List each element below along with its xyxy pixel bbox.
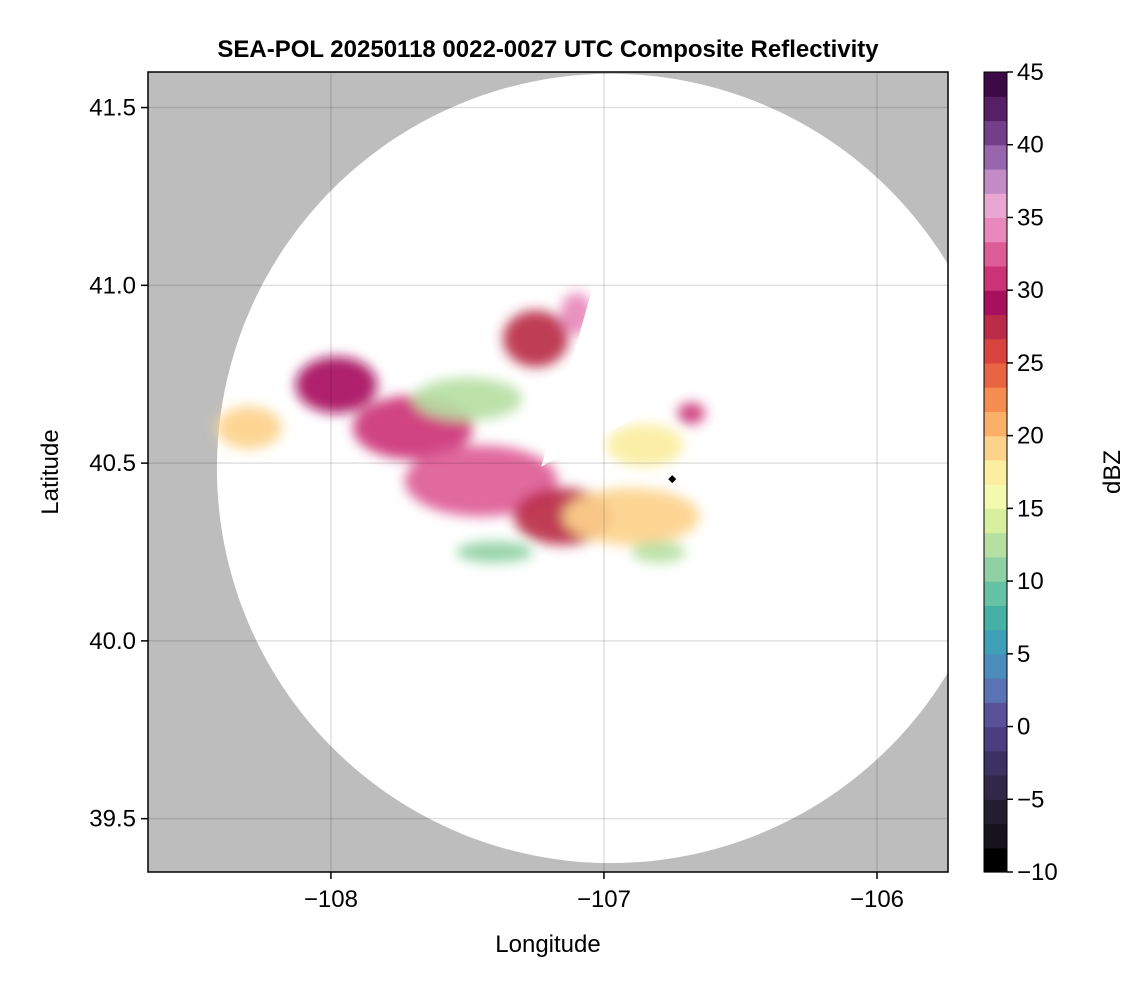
colorbar-segment [984,168,1007,194]
colorbar-tick-label: 20 [1017,423,1044,450]
colorbar-segment [984,532,1007,558]
colorbar: −10 −5 0 5 10 15 20 25 30 35 40 45 [983,59,1058,886]
colorbar-segment [984,338,1007,364]
colorbar-segment [984,629,1007,655]
colorbar-segment [984,265,1007,291]
echo-cell [412,377,523,421]
colorbar-segment [984,314,1007,340]
reflectivity-echo-field [216,292,705,563]
echo-cell [216,406,282,449]
y-axis: 39.5 40.0 40.5 41.0 41.5 [89,95,148,833]
echo-cell [295,356,378,414]
colorbar-tick-label: 5 [1017,641,1030,668]
colorbar-segment [984,823,1007,849]
colorbar-segment [984,217,1007,243]
colorbar-segment [984,435,1007,461]
x-tick-label: −108 [304,886,358,913]
echo-cell [456,541,533,563]
colorbar-segment [984,411,1007,437]
y-tick-label: 40.5 [89,450,136,477]
echo-cell [404,445,558,517]
colorbar-frame [983,71,1008,873]
colorbar-tick-label: 30 [1017,277,1044,304]
plot-frame [147,71,949,873]
colorbar-segment [984,581,1007,606]
colorbar-segment [984,678,1007,703]
colorbar-segment [984,241,1007,267]
colorbar-segment [984,508,1007,534]
colorbar-segment [984,459,1007,485]
colorbar-segment [984,144,1007,170]
colorbar-tick-label: 25 [1017,350,1044,377]
y-tick-label: 41.5 [89,95,136,122]
colorbar-segment [984,362,1007,388]
colorbar-segment [984,484,1007,509]
colorbar-segment [984,96,1007,122]
y-tick-label: 40.0 [89,628,136,655]
x-axis: −108 −107 −106 [304,872,904,913]
beam-blockage-wedge [541,267,700,467]
colorbar-segment [984,556,1007,582]
colorbar-tick-label: 0 [1017,714,1030,741]
colorbar-tick-label: 15 [1017,495,1044,522]
echo-cell [606,424,684,467]
colorbar-segment [984,799,1007,825]
radar-site-marker [668,475,677,484]
colorbar-segment [984,387,1007,412]
colorbar-segment [984,847,1007,873]
echo-cell [502,310,569,368]
colorbar-segment [984,120,1007,146]
x-tick-label: −106 [850,886,904,913]
x-axis-label: Longitude [495,931,600,958]
colorbar-tick-label: 35 [1017,204,1044,231]
colorbar-tick-label: 40 [1017,132,1044,159]
colorbar-segment [984,702,1007,728]
y-tick-label: 41.0 [89,272,136,299]
colorbar-segment [984,750,1007,776]
colorbar-segment [984,290,1007,316]
echo-cell [563,488,700,545]
colorbar-tick-label: 10 [1017,568,1044,595]
y-axis-label: Latitude [37,429,64,514]
radar-coverage-circle [217,73,948,863]
colorbar-segment [984,193,1007,219]
y-tick-label: 39.5 [89,806,136,833]
x-tick-label: −107 [577,886,631,913]
colorbar-tick-label: −5 [1017,786,1044,813]
colorbar-segment [984,72,1007,97]
colorbar-segment [984,653,1007,679]
echo-cell [631,541,686,563]
colorbar-segment [984,605,1007,631]
echo-cell [677,402,705,425]
grid-lines [148,72,948,872]
colorbar-tick-label: 45 [1017,59,1044,86]
colorbar-segment [984,775,1007,800]
colorbar-label: dBZ [1099,450,1126,494]
colorbar-segment [984,726,1007,752]
chart-title: SEA-POL 20250118 0022-0027 UTC Composite… [217,36,879,63]
colorbar-tick-label: −10 [1017,859,1058,886]
